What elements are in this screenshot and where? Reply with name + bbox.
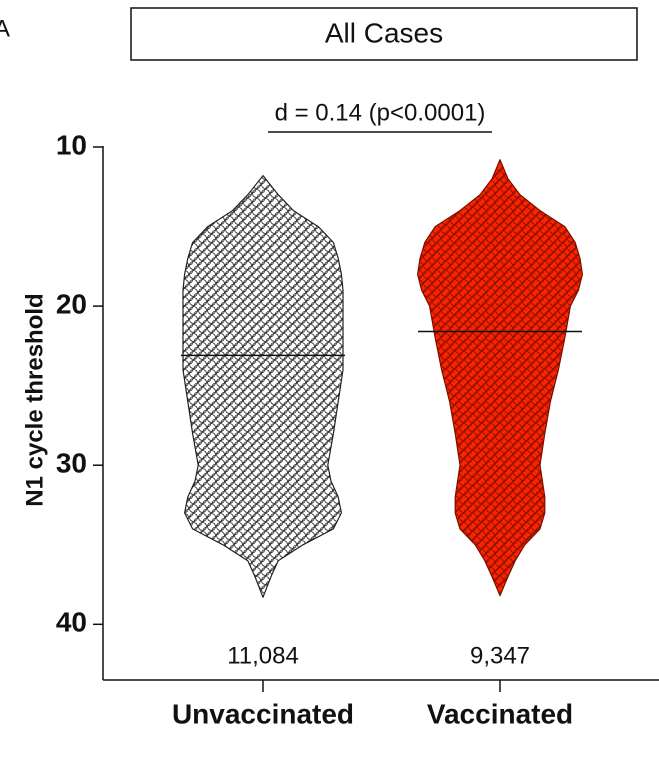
annotation: d = 0.14 (p<0.0001) — [275, 99, 486, 126]
swarm — [417, 159, 583, 597]
y-tick-label: 30 — [56, 448, 87, 479]
count-label: 11,084 — [227, 642, 299, 669]
x-tick-label: Unvaccinated — [172, 698, 354, 729]
y-tick-label: 20 — [56, 288, 87, 319]
count-label: 9,347 — [470, 642, 530, 669]
panel-label: A — [0, 15, 10, 42]
y-axis-label: N1 cycle threshold — [21, 293, 48, 506]
chart-title: All Cases — [325, 17, 443, 48]
title-box — [130, 7, 638, 61]
y-tick-label: 40 — [56, 607, 87, 638]
y-tick-label: 10 — [56, 129, 87, 160]
swarm — [182, 175, 344, 598]
x-tick-label: Vaccinated — [427, 698, 573, 729]
